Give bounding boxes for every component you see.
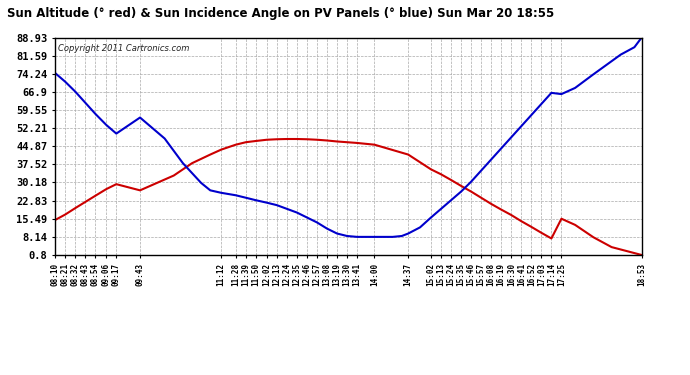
Text: Sun Altitude (° red) & Sun Incidence Angle on PV Panels (° blue) Sun Mar 20 18:5: Sun Altitude (° red) & Sun Incidence Ang… [7,8,554,21]
Text: Copyright 2011 Cartronics.com: Copyright 2011 Cartronics.com [58,44,190,53]
